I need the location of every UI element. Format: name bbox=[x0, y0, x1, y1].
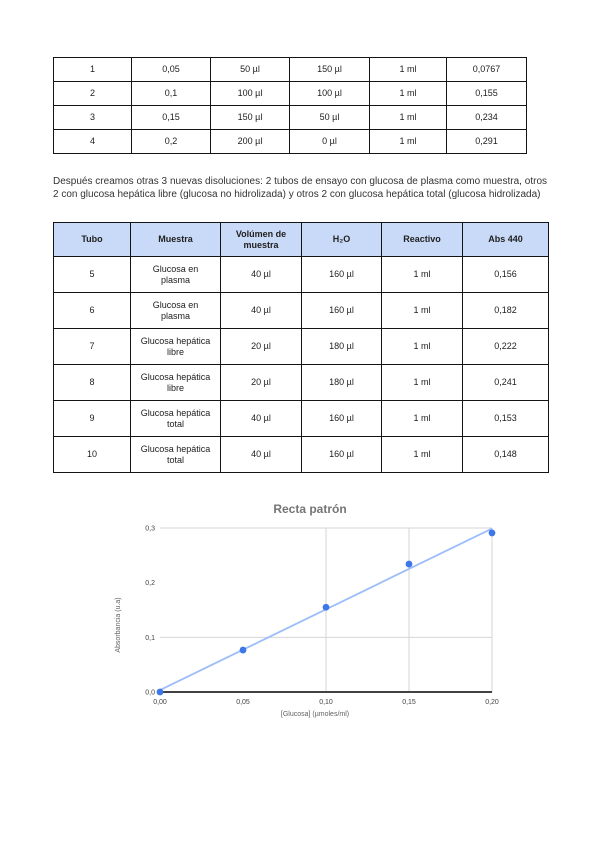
table-cell: 1 ml bbox=[369, 105, 447, 130]
table-row: 8 Glucosa hepática libre 20 µl 180 µl 1 … bbox=[53, 364, 549, 401]
table-cell: 0,155 bbox=[446, 81, 527, 106]
table-row: 5 Glucosa en plasma 40 µl 160 µl 1 ml 0,… bbox=[53, 256, 549, 293]
table-cell: 200 µl bbox=[210, 129, 290, 154]
table-cell: 0,0767 bbox=[446, 57, 527, 82]
x-tick-label: 0,10 bbox=[319, 699, 333, 706]
table-cell: 5 bbox=[53, 256, 131, 293]
table-cell: 8 bbox=[53, 364, 131, 401]
table-cell: Glucosa hepática total bbox=[130, 400, 221, 437]
table-cell: 2 bbox=[53, 81, 132, 106]
table-cell: 100 µl bbox=[210, 81, 290, 106]
table-row: 6 Glucosa en plasma 40 µl 160 µl 1 ml 0,… bbox=[53, 292, 549, 329]
table-cell: 40 µl bbox=[220, 436, 302, 473]
table-cell: 150 µl bbox=[289, 57, 370, 82]
table-cell: 0,241 bbox=[462, 364, 549, 401]
x-tick-label: 0,00 bbox=[153, 699, 167, 706]
table-cell: 40 µl bbox=[220, 400, 302, 437]
table-header-row: Tubo Muestra Volúmen de muestra H₂O Reac… bbox=[53, 222, 549, 257]
table-cell: 20 µl bbox=[220, 328, 302, 365]
table-cell: 180 µl bbox=[301, 364, 382, 401]
table-cell: 10 bbox=[53, 436, 131, 473]
table-cell: 160 µl bbox=[301, 256, 382, 293]
table-cell: 150 µl bbox=[210, 105, 290, 130]
table-cell: 50 µl bbox=[289, 105, 370, 130]
y-tick-label: 0,2 bbox=[145, 580, 155, 587]
table-cell: 160 µl bbox=[301, 436, 382, 473]
table-cell: 1 ml bbox=[381, 364, 463, 401]
data-point bbox=[239, 646, 247, 654]
body-paragraph: Después creamos otras 3 nuevas disolucio… bbox=[53, 176, 547, 201]
table-cell: 180 µl bbox=[301, 328, 382, 365]
table-cell: 1 ml bbox=[369, 129, 447, 154]
table-cell: Glucosa hepática libre bbox=[130, 364, 221, 401]
table-cell: 0,05 bbox=[131, 57, 211, 82]
y-tick-label: 0,0 bbox=[145, 690, 155, 697]
table-cell: 0,222 bbox=[462, 328, 549, 365]
standards-table: 1 0,05 50 µl 150 µl 1 ml 0,0767 2 0,1 10… bbox=[53, 57, 527, 154]
table-cell: 1 ml bbox=[381, 400, 463, 437]
table-cell: 1 ml bbox=[369, 81, 447, 106]
table-cell: 0,153 bbox=[462, 400, 549, 437]
table-cell: 7 bbox=[53, 328, 131, 365]
column-header-tubo: Tubo bbox=[53, 222, 131, 257]
table-cell: 160 µl bbox=[301, 292, 382, 329]
table-cell: 0,2 bbox=[131, 129, 211, 154]
table-cell: 0,234 bbox=[446, 105, 527, 130]
table-cell: 40 µl bbox=[220, 292, 302, 329]
data-point bbox=[322, 603, 330, 611]
y-tick-label: 0,3 bbox=[145, 526, 155, 533]
table-cell: 0,291 bbox=[446, 129, 527, 154]
data-point bbox=[156, 688, 164, 696]
table-cell: 50 µl bbox=[210, 57, 290, 82]
table-cell: 0,148 bbox=[462, 436, 549, 473]
table-cell: 9 bbox=[53, 400, 131, 437]
y-axis-title: Absorbancia (u.a) bbox=[115, 597, 122, 652]
table-cell: 3 bbox=[53, 105, 132, 130]
x-axis-title: [Glucosa] (µmoles/ml) bbox=[281, 711, 349, 718]
table-row: 3 0,15 150 µl 50 µl 1 ml 0,234 bbox=[53, 105, 527, 130]
data-point bbox=[488, 529, 496, 537]
table-row: 10 Glucosa hepática total 40 µl 160 µl 1… bbox=[53, 436, 549, 473]
x-tick-label: 0,15 bbox=[402, 699, 416, 706]
recta-patron-chart: Recta patrón [Glucosa] (µmoles/ml) Absor… bbox=[115, 502, 499, 718]
column-header-muestra: Muestra bbox=[130, 222, 221, 257]
table-cell: 0,1 bbox=[131, 81, 211, 106]
column-header-abs440: Abs 440 bbox=[462, 222, 549, 257]
table-cell: 160 µl bbox=[301, 400, 382, 437]
table-cell: 4 bbox=[53, 129, 132, 154]
table-cell: 1 ml bbox=[381, 256, 463, 293]
table-cell: 0 µl bbox=[289, 129, 370, 154]
x-tick-label: 0,20 bbox=[485, 699, 499, 706]
table-row: 2 0,1 100 µl 100 µl 1 ml 0,155 bbox=[53, 81, 527, 106]
table-cell: 1 bbox=[53, 57, 132, 82]
chart-title: Recta patrón bbox=[273, 502, 346, 516]
table-cell: Glucosa hepática total bbox=[130, 436, 221, 473]
table-cell: 0,15 bbox=[131, 105, 211, 130]
data-point bbox=[405, 560, 413, 568]
x-tick-label: 0,05 bbox=[236, 699, 250, 706]
samples-table: Tubo Muestra Volúmen de muestra H₂O Reac… bbox=[53, 222, 549, 473]
table-cell: Glucosa en plasma bbox=[130, 256, 221, 293]
table-row: 9 Glucosa hepática total 40 µl 160 µl 1 … bbox=[53, 400, 549, 437]
y-tick-label: 0,1 bbox=[145, 635, 155, 642]
table-cell: 40 µl bbox=[220, 256, 302, 293]
column-header-volumen: Volúmen de muestra bbox=[220, 222, 302, 257]
table-row: 1 0,05 50 µl 150 µl 1 ml 0,0767 bbox=[53, 57, 527, 82]
table-cell: 0,182 bbox=[462, 292, 549, 329]
table-cell: 1 ml bbox=[381, 328, 463, 365]
table-cell: 6 bbox=[53, 292, 131, 329]
table-cell: 1 ml bbox=[369, 57, 447, 82]
column-header-h2o: H₂O bbox=[301, 222, 382, 257]
table-row: 7 Glucosa hepática libre 20 µl 180 µl 1 … bbox=[53, 328, 549, 365]
table-cell: Glucosa hepática libre bbox=[130, 328, 221, 365]
table-cell: 20 µl bbox=[220, 364, 302, 401]
table-cell: 1 ml bbox=[381, 292, 463, 329]
column-header-reactivo: Reactivo bbox=[381, 222, 463, 257]
table-cell: Glucosa en plasma bbox=[130, 292, 221, 329]
table-cell: 1 ml bbox=[381, 436, 463, 473]
table-cell: 100 µl bbox=[289, 81, 370, 106]
table-row: 4 0,2 200 µl 0 µl 1 ml 0,291 bbox=[53, 129, 527, 154]
table-cell: 0,156 bbox=[462, 256, 549, 293]
